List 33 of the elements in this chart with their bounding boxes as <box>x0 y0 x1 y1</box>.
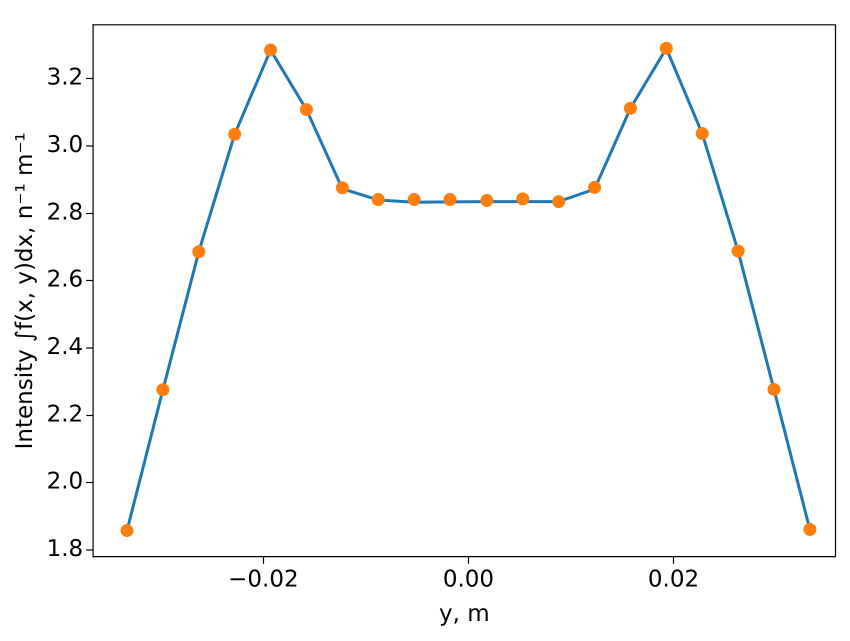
point <box>803 523 816 536</box>
point <box>336 181 349 194</box>
y-tick-label: 3.0 <box>46 132 84 158</box>
point <box>120 524 134 538</box>
point <box>624 102 637 115</box>
point <box>300 103 313 116</box>
x-axis-title: y, m <box>439 601 490 628</box>
point <box>516 192 530 206</box>
point <box>264 44 278 57</box>
point <box>552 195 566 208</box>
point <box>732 244 745 258</box>
y-tick-label: 2.8 <box>46 199 84 226</box>
x-tick-label: 0.02 <box>648 566 700 593</box>
point <box>767 382 780 396</box>
point <box>696 127 709 140</box>
x-tick-label: −0.02 <box>228 566 299 593</box>
y-axis-title: Intensity ∫f(x, y)dx, n⁻¹ m⁻¹ <box>12 132 38 450</box>
y-tick-label: 2.2 <box>46 401 84 428</box>
y-tick-label: 2.4 <box>46 334 84 360</box>
y-tick-label: 3.2 <box>46 64 84 91</box>
point <box>588 180 602 194</box>
point <box>408 193 421 206</box>
point <box>192 245 206 258</box>
point <box>228 128 242 141</box>
point <box>372 193 385 206</box>
x-tick-label: 0.00 <box>442 566 494 593</box>
point <box>660 42 673 55</box>
y-tick-label: 1.8 <box>46 536 84 562</box>
point <box>480 194 494 208</box>
y-tick-label: 2.6 <box>46 266 84 293</box>
point <box>443 193 456 206</box>
y-tick-label: 2.0 <box>46 468 84 495</box>
point <box>156 383 170 396</box>
